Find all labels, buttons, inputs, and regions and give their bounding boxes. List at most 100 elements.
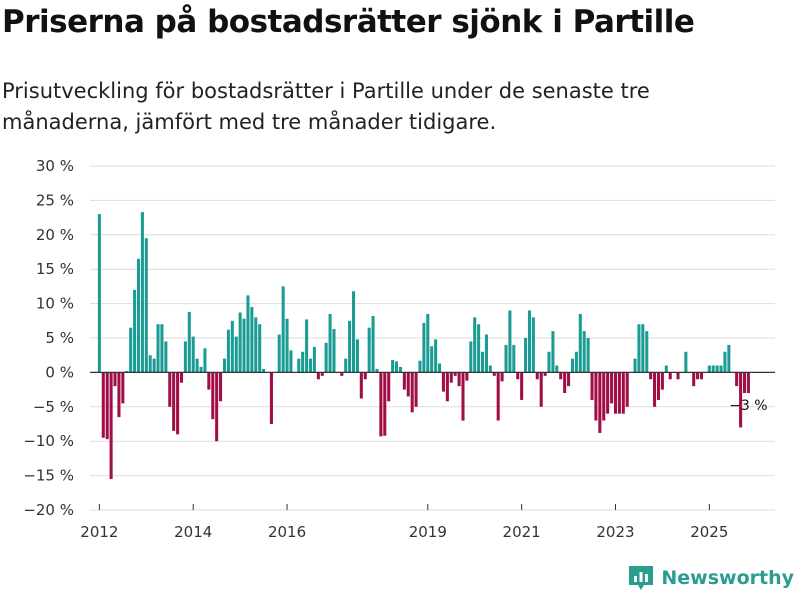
bar-positive <box>324 342 328 373</box>
bar-positive <box>281 286 285 373</box>
bar-positive <box>258 324 262 373</box>
bar-negative <box>406 372 410 397</box>
bar-positive <box>222 358 227 373</box>
bar-positive <box>144 238 148 373</box>
y-tick-label: 20 % <box>36 226 74 244</box>
bar-positive <box>715 365 719 373</box>
bar-negative <box>387 372 391 402</box>
bar-positive <box>547 351 551 373</box>
bar-positive <box>426 313 430 373</box>
brand-name: Newsworthy <box>661 567 794 589</box>
annotations: −3 % <box>729 398 767 414</box>
bar-negative <box>676 372 680 380</box>
bar-positive <box>633 358 637 373</box>
y-axis-tick-labels: 30 % 25 % 20 % 15 % 10 % 5 % 0 % −5 % −10 % −15 %… <box>23 157 74 519</box>
bar-positive <box>191 336 195 373</box>
bar-negative <box>410 372 414 413</box>
bar-negative <box>656 372 661 400</box>
newsworthy-logo-icon <box>629 566 654 590</box>
y-tick-label: −10 % <box>23 432 74 450</box>
bar-negative <box>453 372 457 376</box>
bar-positive <box>277 334 281 373</box>
x-tick-label: 2019 <box>409 523 447 541</box>
bar-positive <box>641 324 645 373</box>
bar-positive <box>578 313 582 373</box>
bar-negative <box>563 372 567 394</box>
bar-positive <box>469 341 473 373</box>
bar-positive <box>524 338 528 373</box>
bar-negative <box>653 372 657 407</box>
x-tick-label: 2012 <box>80 523 118 541</box>
price-change-chart: 30 % 25 % 20 % 15 % 10 % 5 % 0 % −5 % −10 % −15 %… <box>23 157 775 541</box>
bar-positive <box>418 360 422 373</box>
chart-title: Priserna på bostadsrätter sjönk i Partil… <box>2 4 695 40</box>
bar-negative <box>117 372 121 418</box>
bar-positive <box>555 365 559 373</box>
bar-positive <box>297 358 301 373</box>
bar-positive <box>125 371 129 373</box>
y-tick-label: 0 % <box>45 363 74 381</box>
bar-negative <box>613 372 617 414</box>
y-tick-label: 10 % <box>36 295 74 313</box>
bar-positive <box>484 334 488 373</box>
bar-positive <box>551 331 555 373</box>
bar-negative <box>320 372 324 376</box>
bar-positive <box>422 322 426 373</box>
bar-positive <box>156 324 160 373</box>
bar-negative <box>316 372 320 380</box>
bar-positive <box>238 312 242 373</box>
x-tick-label: 2021 <box>503 523 541 541</box>
bar-positive <box>582 331 586 373</box>
bar-positive <box>332 329 336 373</box>
bar-negative <box>492 372 496 376</box>
annotation-label: −3 % <box>729 398 767 414</box>
bar-positive <box>512 344 516 373</box>
y-tick-label: −5 % <box>33 398 74 416</box>
y-tick-label: −15 % <box>23 467 74 485</box>
bar-negative <box>692 372 696 387</box>
bar-positive <box>391 360 395 373</box>
bar-positive <box>344 358 348 373</box>
bar-negative <box>606 372 610 414</box>
bar-positive <box>226 329 230 373</box>
y-tick-label: 15 % <box>36 260 74 278</box>
bar-negative <box>449 372 453 383</box>
bar-negative <box>215 372 219 442</box>
bar-negative <box>739 372 743 428</box>
bar-negative <box>590 372 594 400</box>
bar-negative <box>539 372 543 407</box>
bar-positive <box>352 291 356 373</box>
bar-positive <box>664 365 668 373</box>
bar-negative <box>441 372 445 392</box>
bar-positive <box>187 311 191 373</box>
bar-positive <box>684 351 688 373</box>
bar-negative <box>109 372 113 480</box>
bar-positive <box>430 346 434 373</box>
y-tick-label: −20 % <box>23 501 74 519</box>
bar-negative <box>625 372 629 407</box>
bar-positive <box>434 339 438 373</box>
bar-positive <box>164 341 168 373</box>
bar-positive <box>203 348 207 373</box>
bar-negative <box>598 372 602 433</box>
bar-positive <box>152 358 156 373</box>
bar-positive <box>727 344 731 373</box>
bar-negative <box>735 372 739 387</box>
bar-negative <box>520 372 524 400</box>
bar-negative <box>746 372 750 394</box>
bar-negative <box>500 372 504 382</box>
bar-negative <box>168 372 172 407</box>
bar-negative <box>696 372 700 380</box>
bar-positive <box>508 310 512 373</box>
bar-positive <box>160 324 164 373</box>
bar-negative <box>543 372 547 376</box>
bar-negative <box>621 372 625 414</box>
newsworthy-logo: Newsworthy <box>627 564 794 592</box>
bar-positive <box>301 351 305 373</box>
bar-positive <box>262 368 266 373</box>
bar-negative <box>699 372 703 380</box>
bar-negative <box>496 372 500 421</box>
bar-negative <box>617 372 621 414</box>
bar-positive <box>438 363 442 373</box>
bar-positive <box>234 336 238 373</box>
